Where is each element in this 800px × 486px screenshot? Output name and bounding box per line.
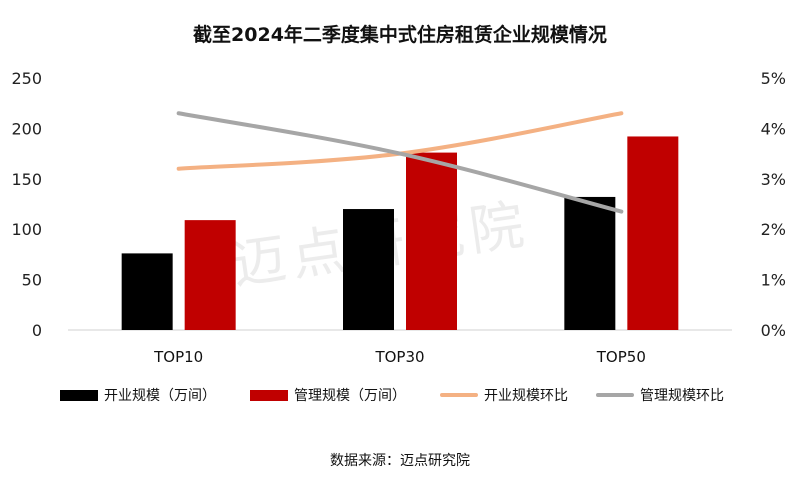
legend-item-series-4: 管理规模环比 <box>596 384 724 406</box>
y-left-tick-label: 50 <box>22 271 42 290</box>
x-tick-label: TOP50 <box>596 348 646 366</box>
bar-2 <box>184 220 236 330</box>
line-series-1 <box>176 111 624 171</box>
legend-label-series-3: 开业规模环比 <box>484 388 568 404</box>
legend-item-series-2: 管理规模（万间） <box>250 384 406 406</box>
bar-2 <box>406 152 457 330</box>
y-left-tick-label: 200 <box>11 119 42 138</box>
y-right-tick-label: 2% <box>761 220 786 239</box>
y-right-tick-label: 1% <box>761 271 786 290</box>
y-left-tick-label: 150 <box>11 170 42 189</box>
legend-item-series-3: 开业规模环比 <box>440 384 568 406</box>
legend-swatch-series-3 <box>440 393 478 397</box>
y-right-tick-label: 4% <box>761 119 786 138</box>
bar-1 <box>121 253 173 330</box>
bar-1 <box>564 196 616 330</box>
chart-title: 截至2024年二季度集中式住房租赁企业规模情况 <box>193 24 607 46</box>
legend-label-series-2: 管理规模（万间） <box>294 388 406 404</box>
legend: 开业规模（万间） 管理规模（万间） 开业规模环比 管理规模环比 <box>0 384 800 406</box>
y-right-tick-label: 5% <box>761 69 786 88</box>
legend-swatch-series-2 <box>250 389 288 401</box>
x-tick-label: TOP30 <box>374 348 424 366</box>
legend-swatch-series-4 <box>596 393 634 397</box>
bar-1 <box>343 209 394 330</box>
line-series-2 <box>176 111 624 214</box>
y-left-tick-label: 100 <box>11 220 42 239</box>
source-note: 数据来源：迈点研究院 <box>330 453 470 469</box>
legend-label-series-1: 开业规模（万间） <box>104 388 216 404</box>
y-left-tick-label: 0 <box>32 321 42 340</box>
legend-swatch-series-1 <box>60 389 98 401</box>
legend-item-series-1: 开业规模（万间） <box>60 384 216 406</box>
y-left-tick-label: 250 <box>11 69 42 88</box>
x-tick-label: TOP10 <box>153 348 203 366</box>
y-right-tick-label: 3% <box>761 170 786 189</box>
y-right-tick-label: 0% <box>761 321 786 340</box>
bar-2 <box>627 136 679 330</box>
legend-label-series-4: 管理规模环比 <box>640 388 724 404</box>
